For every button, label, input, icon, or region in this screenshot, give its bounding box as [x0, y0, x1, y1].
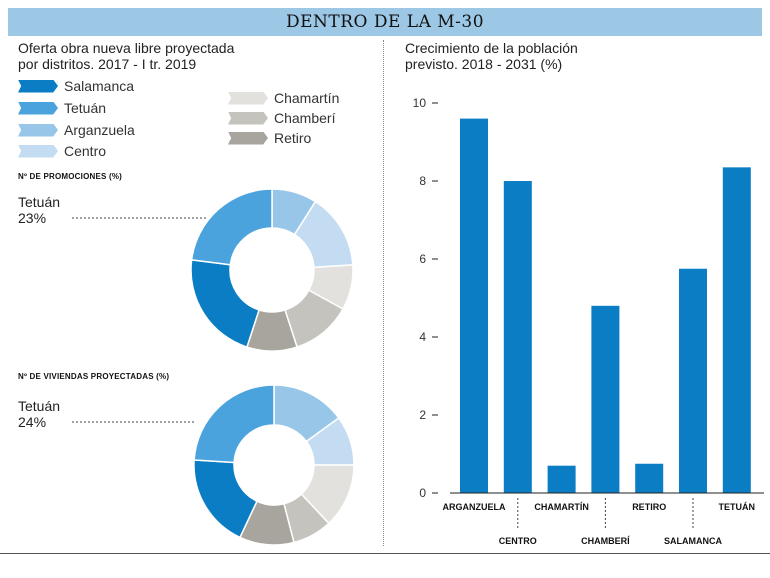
- donut1-heading: Nº DE PROMOCIONES (%): [18, 172, 123, 181]
- donut2-slice-chamartin: [300, 464, 355, 525]
- legend-swatch: [228, 131, 268, 145]
- bar-salamanca: [679, 268, 707, 493]
- donut1-slice-chamberi: [284, 289, 344, 348]
- legend-swatch: [18, 79, 58, 93]
- x-tick-label-retiro: RETIRO: [632, 502, 666, 512]
- x-tick-label-salamanca: SALAMANCA: [664, 536, 722, 546]
- donut1-callout-name: Tetuán: [18, 194, 61, 210]
- legend-swatch: [18, 123, 58, 137]
- right-subtitle-line1: Crecimiento de la población: [405, 40, 578, 56]
- donut1: [190, 188, 354, 352]
- x-tick-label-centro: CENTRO: [499, 536, 537, 546]
- donut2-slice-centro: [305, 416, 355, 466]
- donut2-slice-salamanca: [193, 459, 258, 539]
- donut1-slice-arganzuela: [271, 188, 317, 236]
- legend-label: Centro: [64, 143, 107, 159]
- header-banner: DENTRO DE LA M-30: [8, 8, 762, 36]
- legend-item-arganzuela: Arganzuela: [18, 122, 135, 138]
- donut2-slice-chamberi: [283, 493, 330, 544]
- donut2-heading: Nº DE VIVIENDAS PROYECTADAS (%): [18, 372, 170, 381]
- y-tick-label: 4: [419, 330, 426, 344]
- left-subtitle: Oferta obra nueva libre proyectada por d…: [18, 40, 234, 72]
- donut2-callout: Tetuán 24%: [18, 398, 60, 430]
- donut1-slice-chamartin: [307, 264, 354, 311]
- legend-label: Chamberí: [274, 110, 336, 126]
- x-tick-label-chamberi: CHAMBERÍ: [581, 536, 630, 546]
- y-tick-label: 8: [419, 174, 426, 188]
- bar-centro: [503, 181, 532, 493]
- bar-chamberi: [591, 305, 620, 493]
- donut1-slice-salamanca: [190, 259, 260, 348]
- legend-swatch: [18, 144, 58, 158]
- bar-retiro: [635, 463, 664, 493]
- donut2-callout-value: 24%: [18, 414, 47, 430]
- legend-swatch: [18, 101, 58, 115]
- legend-label: Salamanca: [64, 78, 135, 94]
- donut2-slice-arganzuela: [273, 384, 340, 443]
- y-tick-label: 2: [419, 408, 426, 422]
- x-tick-label-tetuan: TETUÁN: [719, 502, 756, 512]
- legend-item-chamberi: Chamberí: [228, 110, 335, 126]
- legend-item-centro: Centro: [18, 143, 106, 159]
- right-subtitle: Crecimiento de la población previsto. 20…: [405, 40, 578, 72]
- legend-label: Retiro: [274, 130, 312, 146]
- left-subtitle-line1: Oferta obra nueva libre proyectada: [18, 40, 235, 56]
- column-divider: [383, 40, 384, 546]
- donut2-slice-retiro: [238, 500, 295, 546]
- y-tick-label: 0: [419, 486, 426, 500]
- legend-label: Tetuán: [64, 100, 107, 116]
- donut1-slice-retiro: [246, 308, 298, 352]
- left-subtitle-line2: por distritos. 2017 - I tr. 2019: [18, 56, 197, 72]
- bar-arganzuela: [460, 118, 488, 493]
- legend-item-tetuan: Tetuán: [18, 100, 106, 116]
- donut1-callout: Tetuán 23%: [18, 194, 60, 226]
- legend-item-chamartin: Chamartín: [228, 90, 339, 106]
- page-title: DENTRO DE LA M-30: [285, 12, 485, 32]
- donut1-slice-centro: [293, 200, 354, 269]
- donut2-callout-name: Tetuán: [18, 398, 61, 414]
- legend-swatch: [228, 91, 268, 105]
- bottom-rule: [0, 553, 770, 554]
- y-tick-label: 6: [419, 252, 426, 266]
- donut2: [193, 384, 355, 546]
- donut2-slice-tetuan: [193, 384, 275, 464]
- x-tick-label-arganzuela: ARGANZUELA: [443, 502, 506, 512]
- y-tick-label: 10: [413, 96, 427, 110]
- bar-chamartin: [547, 465, 576, 493]
- right-subtitle-line2: previsto. 2018 - 2031 (%): [405, 56, 563, 72]
- legend-item-retiro: Retiro: [228, 130, 311, 146]
- bar-tetuan: [722, 167, 751, 493]
- donut1-callout-value: 23%: [18, 210, 47, 226]
- legend-label: Arganzuela: [64, 122, 135, 138]
- bar-chart: 0 2 4 6 8 10 ARGANZUELA CENTRO CHAMARTÍN CHAMBERÍ…: [413, 96, 764, 546]
- legend-swatch: [228, 111, 268, 125]
- x-tick-label-chamartin: CHAMARTÍN: [534, 502, 589, 512]
- legend-item-salamanca: Salamanca: [18, 78, 134, 94]
- legend-label: Chamartín: [274, 90, 340, 106]
- donut1-slice-tetuan: [190, 188, 273, 266]
